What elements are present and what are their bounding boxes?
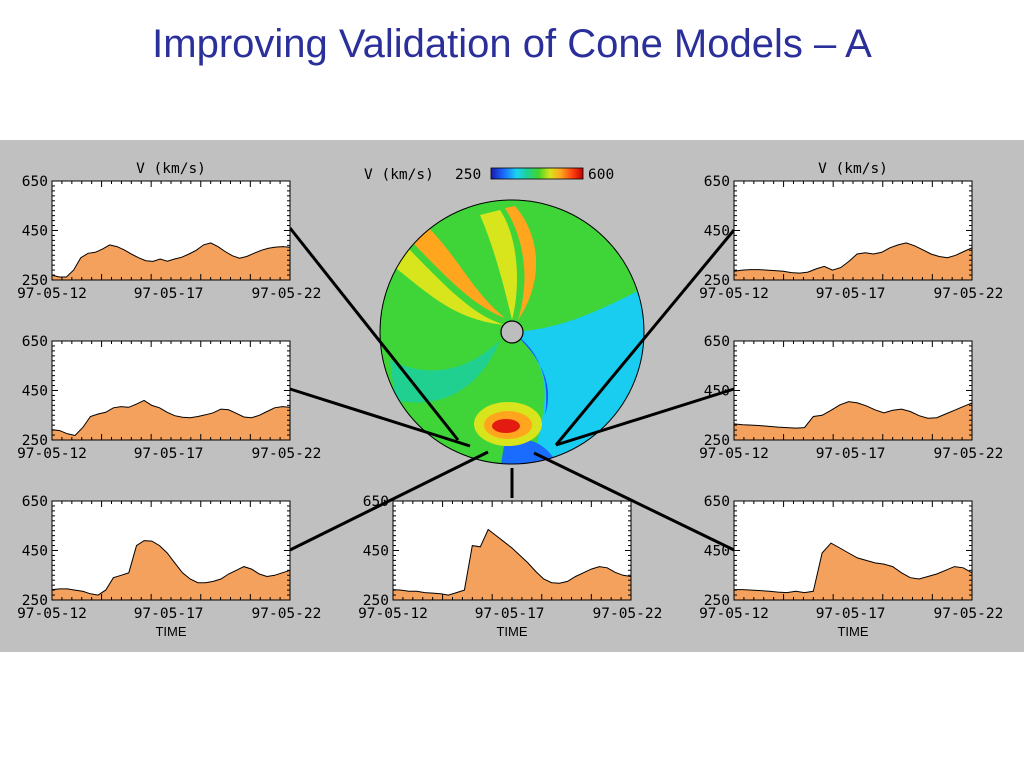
connector-middle-right xyxy=(555,387,735,447)
y-tick-label: 450 xyxy=(363,544,389,560)
series-area xyxy=(734,543,972,600)
y-tick-label: 650 xyxy=(363,494,389,510)
colorbar-max-label: 600 xyxy=(588,167,614,183)
x-tick-label: 97-05-22 xyxy=(252,606,322,622)
y-tick-label: 650 xyxy=(704,494,730,510)
series-line xyxy=(51,242,291,278)
colorbar-gradient xyxy=(490,167,584,180)
colorbar: V (km/s) 250 600 xyxy=(364,167,614,183)
y-tick-label: 250 xyxy=(22,433,48,449)
colorbar-label: V (km/s) xyxy=(364,167,434,183)
series-area xyxy=(393,529,631,600)
x-tick-label: 97-05-12 xyxy=(358,606,428,622)
connector-top-right xyxy=(554,229,736,446)
disk-region-cme-red xyxy=(492,419,520,433)
x-tick-label: 97-05-17 xyxy=(816,286,886,302)
x-tick-label: 97-05-17 xyxy=(134,606,204,622)
y-tick-label: 450 xyxy=(22,544,48,560)
colorbar-min-label: 250 xyxy=(455,167,481,183)
y-tick-label: 450 xyxy=(22,224,48,240)
x-tick-label: 97-05-22 xyxy=(252,446,322,462)
y-tick-label: 250 xyxy=(22,273,48,289)
series-area xyxy=(734,401,972,440)
x-tick-label: 97-05-22 xyxy=(934,286,1004,302)
x-axis-label: TIME xyxy=(155,624,186,639)
connector-top-left xyxy=(288,227,460,441)
x-tick-label: 97-05-12 xyxy=(699,286,769,302)
x-tick-label: 97-05-17 xyxy=(134,446,204,462)
x-tick-label: 97-05-17 xyxy=(134,286,204,302)
disk-region-orange-arm xyxy=(405,220,505,318)
y-tick-label: 250 xyxy=(704,433,730,449)
y-tick-label: 250 xyxy=(22,593,48,609)
y-tick-label: 650 xyxy=(704,174,730,190)
series-area xyxy=(52,242,290,280)
y-tick-label: 450 xyxy=(22,384,48,400)
series-line xyxy=(733,242,973,274)
y-tick-label: 250 xyxy=(704,273,730,289)
x-axis-label: TIME xyxy=(496,624,527,639)
y-tick-label: 450 xyxy=(704,544,730,560)
x-tick-label: 97-05-22 xyxy=(252,286,322,302)
series-area xyxy=(52,540,290,600)
x-tick-label: 97-05-12 xyxy=(699,446,769,462)
series-line xyxy=(733,401,973,429)
x-tick-label: 97-05-17 xyxy=(816,446,886,462)
x-tick-label: 97-05-17 xyxy=(816,606,886,622)
panel-title: V (km/s) xyxy=(818,161,888,177)
y-tick-label: 650 xyxy=(22,174,48,190)
connector-bottom-left xyxy=(289,450,489,552)
connector-lines xyxy=(288,227,736,552)
series-area xyxy=(734,242,972,280)
panel-title: V (km/s) xyxy=(136,161,206,177)
x-tick-label: 97-05-22 xyxy=(593,606,663,622)
y-tick-label: 450 xyxy=(704,224,730,240)
series-line xyxy=(734,542,973,594)
y-tick-label: 450 xyxy=(704,384,730,400)
x-tick-label: 97-05-12 xyxy=(17,446,87,462)
y-tick-label: 250 xyxy=(363,593,389,609)
x-tick-label: 97-05-12 xyxy=(17,606,87,622)
x-axis-label: TIME xyxy=(837,624,868,639)
x-tick-label: 97-05-12 xyxy=(699,606,769,622)
y-tick-label: 650 xyxy=(22,494,48,510)
sun-marker xyxy=(500,320,524,344)
disk-region-blue-band xyxy=(512,332,549,415)
disk-region-orange-arm-2 xyxy=(505,206,537,320)
y-tick-label: 650 xyxy=(704,334,730,350)
series-area xyxy=(52,400,290,440)
x-tick-label: 97-05-12 xyxy=(17,286,87,302)
connector-bottom-right xyxy=(533,451,735,552)
series-line xyxy=(51,540,291,596)
disk-region-yellow-arm xyxy=(392,240,505,325)
x-tick-label: 97-05-17 xyxy=(475,606,545,622)
disk-outline xyxy=(379,199,645,465)
y-tick-label: 650 xyxy=(22,334,48,350)
x-tick-label: 97-05-22 xyxy=(934,446,1004,462)
y-tick-label: 250 xyxy=(704,593,730,609)
x-tick-label: 97-05-22 xyxy=(934,606,1004,622)
slide-title: Improving Validation of Cone Models – A xyxy=(152,22,872,66)
series-line xyxy=(51,399,291,437)
connector-middle-left xyxy=(289,387,471,448)
series-line xyxy=(392,528,632,596)
disk-region-yellow-arm-2 xyxy=(480,210,517,320)
